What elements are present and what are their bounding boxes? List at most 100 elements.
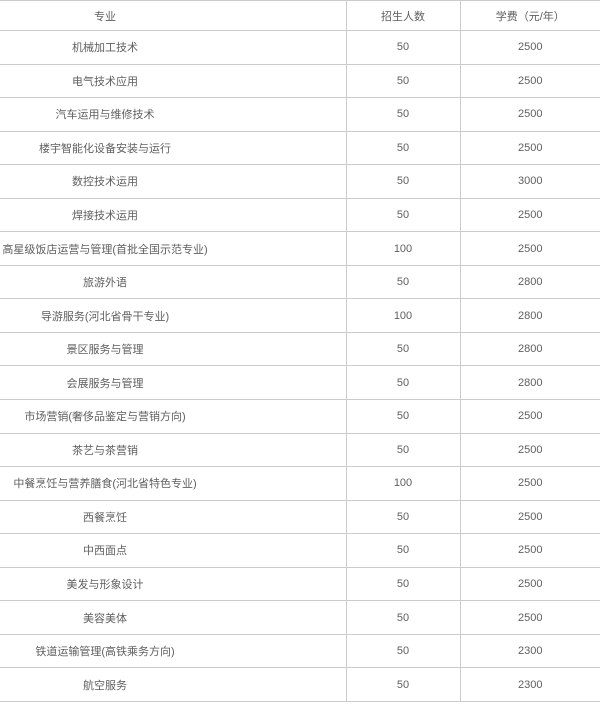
tuition-cell: 2500 (460, 30, 600, 65)
major-cell: 市场营销(奢侈品鉴定与营销方向) (0, 399, 346, 434)
tuition-cell: 2300 (460, 667, 600, 702)
table-row: 铁道运输管理(高铁乘务方向) 50 2300 (0, 633, 600, 668)
column-header-major-label: 专业 (94, 10, 116, 23)
tuition-cell: 2800 (460, 298, 600, 333)
table-row: 高星级饭店运营与管理(首批全国示范专业) 100 2500 (0, 231, 600, 266)
tuition-cell: 2500 (460, 130, 600, 165)
major-label: 高星级饭店运营与管理(首批全国示范专业) (2, 243, 208, 256)
column-header-major: 专业 (0, 0, 346, 31)
table-row: 中餐烹饪与营养膳食(河北省特色专业) 100 2500 (0, 466, 600, 501)
tuition-cell: 2500 (460, 63, 600, 98)
enrollment-cell: 50 (345, 667, 461, 702)
major-cell: 旅游外语 (0, 264, 346, 299)
major-cell: 美发与形象设计 (0, 566, 346, 601)
major-cell: 数控技术运用 (0, 164, 346, 199)
major-label: 会展服务与管理 (66, 377, 144, 390)
table-header: 专业 招生人数 学费（元/年） (0, 0, 600, 31)
enrollment-cell: 50 (345, 399, 461, 434)
tuition-cell: 2300 (460, 633, 600, 668)
major-label: 数控技术运用 (72, 176, 138, 189)
major-cell: 铁道运输管理(高铁乘务方向) (0, 633, 346, 668)
major-cell: 焊接技术运用 (0, 197, 346, 232)
major-label: 楼宇智能化设备安装与运行 (39, 142, 171, 155)
tuition-cell: 2500 (460, 399, 600, 434)
major-cell: 机械加工技术 (0, 30, 346, 65)
enrollment-cell: 100 (345, 466, 461, 501)
enrollment-cell: 50 (345, 566, 461, 601)
enrollment-cell: 50 (345, 63, 461, 98)
major-label: 航空服务 (83, 679, 127, 692)
table-row: 美容美体 50 2500 (0, 600, 600, 635)
header-row: 专业 招生人数 学费（元/年） (0, 0, 600, 31)
tuition-cell: 2800 (460, 365, 600, 400)
tuition-cell: 2500 (460, 197, 600, 232)
major-cell: 楼宇智能化设备安装与运行 (0, 130, 346, 165)
major-label: 旅游外语 (83, 277, 127, 290)
table-row: 航空服务 50 2300 (0, 667, 600, 702)
major-cell: 中西面点 (0, 533, 346, 568)
major-cell: 高星级饭店运营与管理(首批全国示范专业) (0, 231, 346, 266)
column-header-enrollment: 招生人数 (345, 0, 461, 31)
major-cell: 会展服务与管理 (0, 365, 346, 400)
major-label: 市场营销(奢侈品鉴定与营销方向) (24, 411, 186, 424)
major-label: 电气技术应用 (72, 75, 138, 88)
major-cell: 导游服务(河北省骨干专业) (0, 298, 346, 333)
enrollment-cell: 50 (345, 499, 461, 534)
table-row: 机械加工技术 50 2500 (0, 30, 600, 65)
tuition-cell: 2500 (460, 533, 600, 568)
tuition-cell: 3000 (460, 164, 600, 199)
major-cell: 电气技术应用 (0, 63, 346, 98)
major-label: 汽车运用与维修技术 (55, 109, 155, 122)
major-cell: 中餐烹饪与营养膳食(河北省特色专业) (0, 466, 346, 501)
major-label: 景区服务与管理 (66, 344, 144, 357)
table-row: 焊接技术运用 50 2500 (0, 197, 600, 232)
enrollment-cell: 50 (345, 30, 461, 65)
table-row: 美发与形象设计 50 2500 (0, 566, 600, 601)
tuition-cell: 2500 (460, 432, 600, 467)
table-row: 楼宇智能化设备安装与运行 50 2500 (0, 130, 600, 165)
enrollment-cell: 50 (345, 130, 461, 165)
table-row: 景区服务与管理 50 2800 (0, 331, 600, 366)
enrollment-cell: 50 (345, 197, 461, 232)
tuition-cell: 2800 (460, 331, 600, 366)
enrollment-cell: 50 (345, 164, 461, 199)
table-row: 汽车运用与维修技术 50 2500 (0, 97, 600, 132)
table-row: 数控技术运用 50 3000 (0, 164, 600, 199)
table-row: 西餐烹饪 50 2500 (0, 499, 600, 534)
tuition-cell: 2500 (460, 466, 600, 501)
major-label: 美发与形象设计 (66, 579, 144, 592)
major-label: 导游服务(河北省骨干专业) (40, 310, 170, 323)
enrollment-cell: 50 (345, 97, 461, 132)
table-row: 导游服务(河北省骨干专业) 100 2800 (0, 298, 600, 333)
enrollment-cell: 50 (345, 600, 461, 635)
major-cell: 航空服务 (0, 667, 346, 702)
table-row: 中西面点 50 2500 (0, 533, 600, 568)
tuition-cell: 2500 (460, 566, 600, 601)
major-cell: 美容美体 (0, 600, 346, 635)
enrollment-cell: 50 (345, 365, 461, 400)
tuition-cell: 2500 (460, 499, 600, 534)
enrollment-cell: 100 (345, 231, 461, 266)
major-label: 茶艺与茶营销 (72, 444, 138, 457)
table-row: 会展服务与管理 50 2800 (0, 365, 600, 400)
column-header-tuition: 学费（元/年） (460, 0, 600, 31)
major-label: 铁道运输管理(高铁乘务方向) (35, 646, 175, 659)
major-label: 西餐烹饪 (83, 511, 127, 524)
tuition-cell: 2500 (460, 600, 600, 635)
major-label: 机械加工技术 (72, 42, 138, 55)
enrollment-cell: 50 (345, 633, 461, 668)
table-row: 市场营销(奢侈品鉴定与营销方向) 50 2500 (0, 399, 600, 434)
major-cell: 西餐烹饪 (0, 499, 346, 534)
table-body: 机械加工技术 50 2500 电气技术应用 50 2500 汽车运用与维修技术 … (0, 30, 600, 702)
table-row: 电气技术应用 50 2500 (0, 63, 600, 98)
tuition-cell: 2500 (460, 231, 600, 266)
major-cell: 茶艺与茶营销 (0, 432, 346, 467)
major-label: 中西面点 (83, 545, 127, 558)
tuition-cell: 2500 (460, 97, 600, 132)
tuition-cell: 2800 (460, 264, 600, 299)
enrollment-cell: 50 (345, 533, 461, 568)
major-label: 中餐烹饪与营养膳食(河北省特色专业) (13, 478, 197, 491)
enrollment-cell: 50 (345, 264, 461, 299)
table-row: 旅游外语 50 2800 (0, 264, 600, 299)
